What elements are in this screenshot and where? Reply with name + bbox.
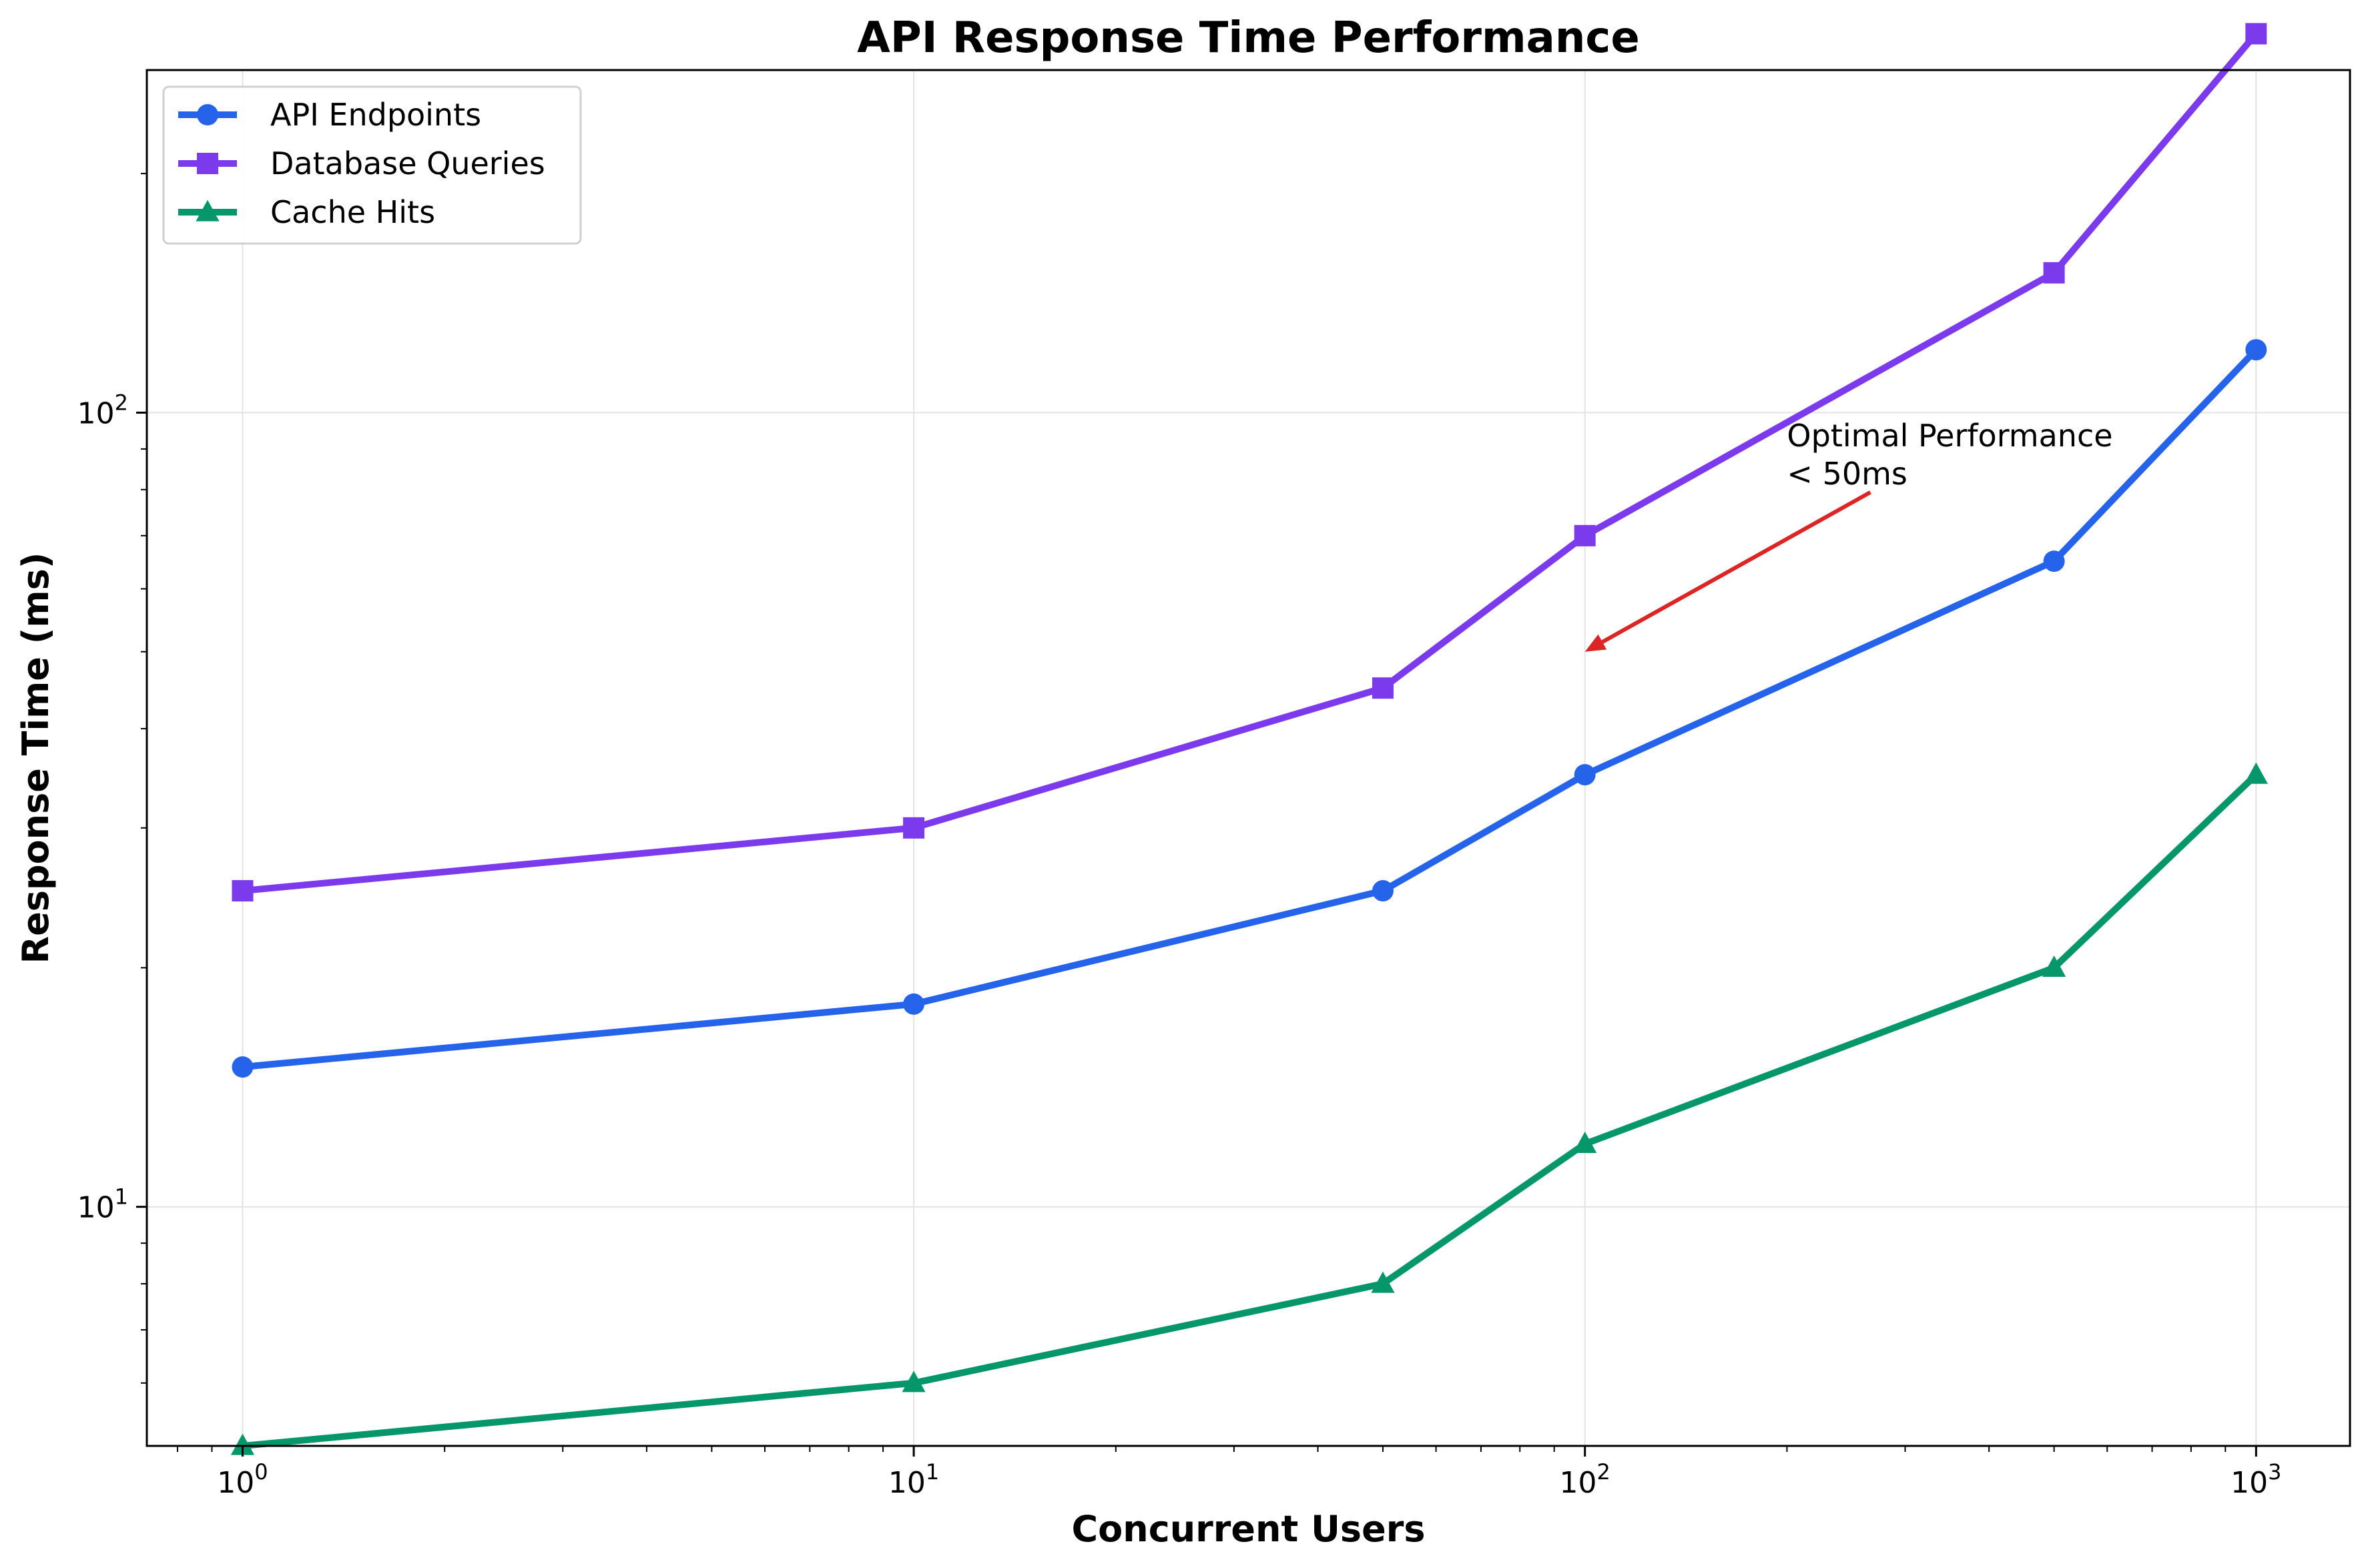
x-axis-ticks: 100 101 102 103 [217,1446,2282,1500]
data-point [902,1370,926,1393]
legend-label: API Endpoints [270,97,481,133]
x-tick-label: 103 [2231,1459,2281,1500]
series-layer [230,23,2268,1455]
legend-swatch-marker [196,200,220,222]
annotation: Optimal Performance < 50ms [1584,418,2113,652]
annotation-arrowhead [1584,634,1607,652]
annotation-arrow [1601,490,1871,644]
legend: API Endpoints Database Queries Cache Hits [162,85,582,245]
y-axis-ticks: 101 102 [77,390,147,1225]
series-database-queries [232,23,2267,902]
series-line [239,771,2260,1449]
data-point [2043,262,2065,284]
y-axis-label: Response Time (ms) [15,552,57,964]
data-point [2244,762,2268,784]
series-api-endpoints [232,339,2267,1078]
data-point [2245,23,2267,45]
data-point [230,1433,255,1455]
data-point [2043,550,2065,572]
x-axis-label: Concurrent Users [1072,1508,1426,1550]
annotation-text-line-1: Optimal Performance [1787,418,2112,454]
data-point [2042,955,2066,977]
legend-box [162,85,582,245]
y-tick-label: 101 [77,1184,128,1225]
data-point [1574,764,1596,786]
legend-label: Database Queries [270,145,545,181]
x-tick-label: 100 [217,1459,268,1500]
data-point [232,1056,254,1078]
chart-title: API Response Time Performance [857,13,1639,63]
data-point [1372,677,1394,699]
legend-item: API Endpoints [178,97,481,133]
series-line [239,346,2260,1071]
series-cache-hits [230,762,2268,1455]
legend-item: Cache Hits [178,194,435,230]
legend-swatch-marker [197,153,218,174]
series-line [239,30,2260,895]
plot-frame [145,69,2351,1447]
data-point [1371,1271,1395,1293]
legend-label: Cache Hits [270,194,435,230]
x-tick-label: 101 [888,1459,939,1500]
data-point [1573,1132,1597,1154]
data-point [2245,339,2267,361]
data-point [1372,880,1394,902]
legend-swatch-marker [197,104,218,125]
legend-item: Database Queries [178,145,545,181]
data-point [903,993,925,1015]
x-tick-label: 102 [1560,1459,1610,1500]
y-tick-label: 102 [77,390,128,430]
annotation-text-line-2: < 50ms [1787,456,1907,492]
data-point [903,817,925,839]
data-point [1574,524,1596,546]
data-point [232,880,254,902]
grid [147,70,2350,1446]
